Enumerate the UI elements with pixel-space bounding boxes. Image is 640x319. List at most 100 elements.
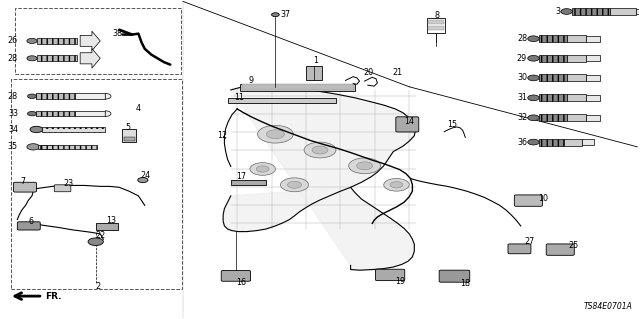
Circle shape	[528, 139, 540, 145]
Bar	[242, 84, 354, 90]
Text: 12: 12	[217, 131, 227, 140]
Text: 14: 14	[404, 117, 414, 126]
Text: 4: 4	[135, 104, 140, 113]
Bar	[539, 55, 567, 62]
Circle shape	[390, 182, 403, 188]
Bar	[36, 111, 75, 116]
Text: 25: 25	[568, 241, 579, 250]
Bar	[228, 98, 336, 103]
Bar	[96, 223, 118, 230]
Text: TS84E0701A: TS84E0701A	[584, 302, 632, 311]
Bar	[539, 35, 567, 42]
Text: 13: 13	[106, 216, 116, 225]
Circle shape	[384, 178, 409, 191]
Bar	[42, 127, 105, 132]
Text: 23: 23	[64, 179, 74, 188]
Text: 5: 5	[125, 123, 131, 132]
Text: 31: 31	[517, 93, 527, 102]
Text: FR.: FR.	[45, 292, 61, 300]
Bar	[427, 18, 445, 33]
Text: 10: 10	[538, 194, 548, 203]
Bar	[241, 84, 355, 91]
Text: 16: 16	[236, 278, 246, 287]
Text: 8: 8	[435, 11, 440, 20]
Circle shape	[271, 13, 279, 17]
FancyBboxPatch shape	[17, 222, 40, 230]
FancyBboxPatch shape	[439, 270, 470, 282]
Bar	[586, 115, 600, 121]
FancyBboxPatch shape	[13, 182, 36, 192]
Text: 34: 34	[8, 125, 18, 134]
Text: 18: 18	[460, 279, 470, 288]
Text: 19: 19	[395, 277, 405, 286]
Bar	[586, 56, 600, 61]
Bar	[36, 93, 75, 99]
Text: 6: 6	[28, 217, 33, 226]
Circle shape	[28, 111, 36, 116]
Polygon shape	[223, 87, 415, 270]
Text: 3: 3	[556, 7, 560, 16]
Bar	[539, 114, 567, 121]
Bar	[306, 66, 322, 80]
Text: 30: 30	[517, 73, 527, 82]
Circle shape	[27, 56, 37, 61]
Circle shape	[88, 238, 103, 246]
Bar	[567, 74, 586, 81]
Bar	[11, 79, 182, 289]
Circle shape	[27, 144, 40, 150]
Circle shape	[266, 130, 284, 139]
FancyBboxPatch shape	[54, 185, 71, 192]
Circle shape	[256, 166, 269, 172]
Circle shape	[561, 9, 572, 14]
Text: 2: 2	[96, 282, 101, 291]
Text: 35: 35	[8, 142, 18, 151]
Circle shape	[312, 146, 328, 154]
Text: 29: 29	[517, 54, 527, 63]
Bar	[567, 35, 586, 42]
Text: 1: 1	[314, 56, 319, 65]
Text: 36: 36	[517, 137, 527, 147]
Circle shape	[257, 125, 293, 143]
Text: 32: 32	[517, 113, 527, 122]
Bar	[539, 94, 567, 101]
Text: 21: 21	[392, 68, 402, 77]
Text: 33: 33	[8, 109, 18, 118]
Circle shape	[287, 181, 301, 188]
Circle shape	[304, 142, 336, 158]
Circle shape	[528, 115, 540, 121]
Text: 20: 20	[364, 68, 374, 77]
Bar	[40, 145, 97, 149]
Bar	[75, 93, 105, 99]
Bar	[636, 9, 640, 14]
Text: 37: 37	[280, 10, 291, 19]
Text: 27: 27	[524, 237, 534, 246]
Circle shape	[528, 36, 540, 41]
Circle shape	[280, 178, 308, 192]
Text: 24: 24	[140, 171, 150, 180]
FancyBboxPatch shape	[546, 244, 574, 255]
Circle shape	[138, 178, 148, 182]
FancyBboxPatch shape	[508, 244, 531, 254]
Bar	[539, 139, 564, 145]
Text: 9: 9	[248, 76, 253, 85]
Text: 7: 7	[20, 176, 26, 186]
FancyArrowPatch shape	[80, 48, 100, 68]
FancyBboxPatch shape	[515, 195, 542, 206]
Circle shape	[349, 158, 381, 174]
Bar	[567, 114, 586, 121]
Bar	[124, 137, 134, 141]
Text: 28: 28	[8, 92, 18, 101]
Bar	[586, 36, 600, 41]
Text: 11: 11	[234, 93, 244, 102]
Bar	[37, 38, 77, 44]
Text: 17: 17	[236, 172, 246, 182]
Circle shape	[30, 126, 43, 133]
Circle shape	[250, 163, 275, 175]
Circle shape	[528, 56, 540, 61]
Bar	[567, 94, 586, 101]
Bar	[75, 111, 105, 116]
FancyBboxPatch shape	[376, 269, 404, 281]
Bar	[572, 8, 611, 15]
Circle shape	[356, 162, 372, 170]
Text: 28: 28	[517, 34, 527, 43]
